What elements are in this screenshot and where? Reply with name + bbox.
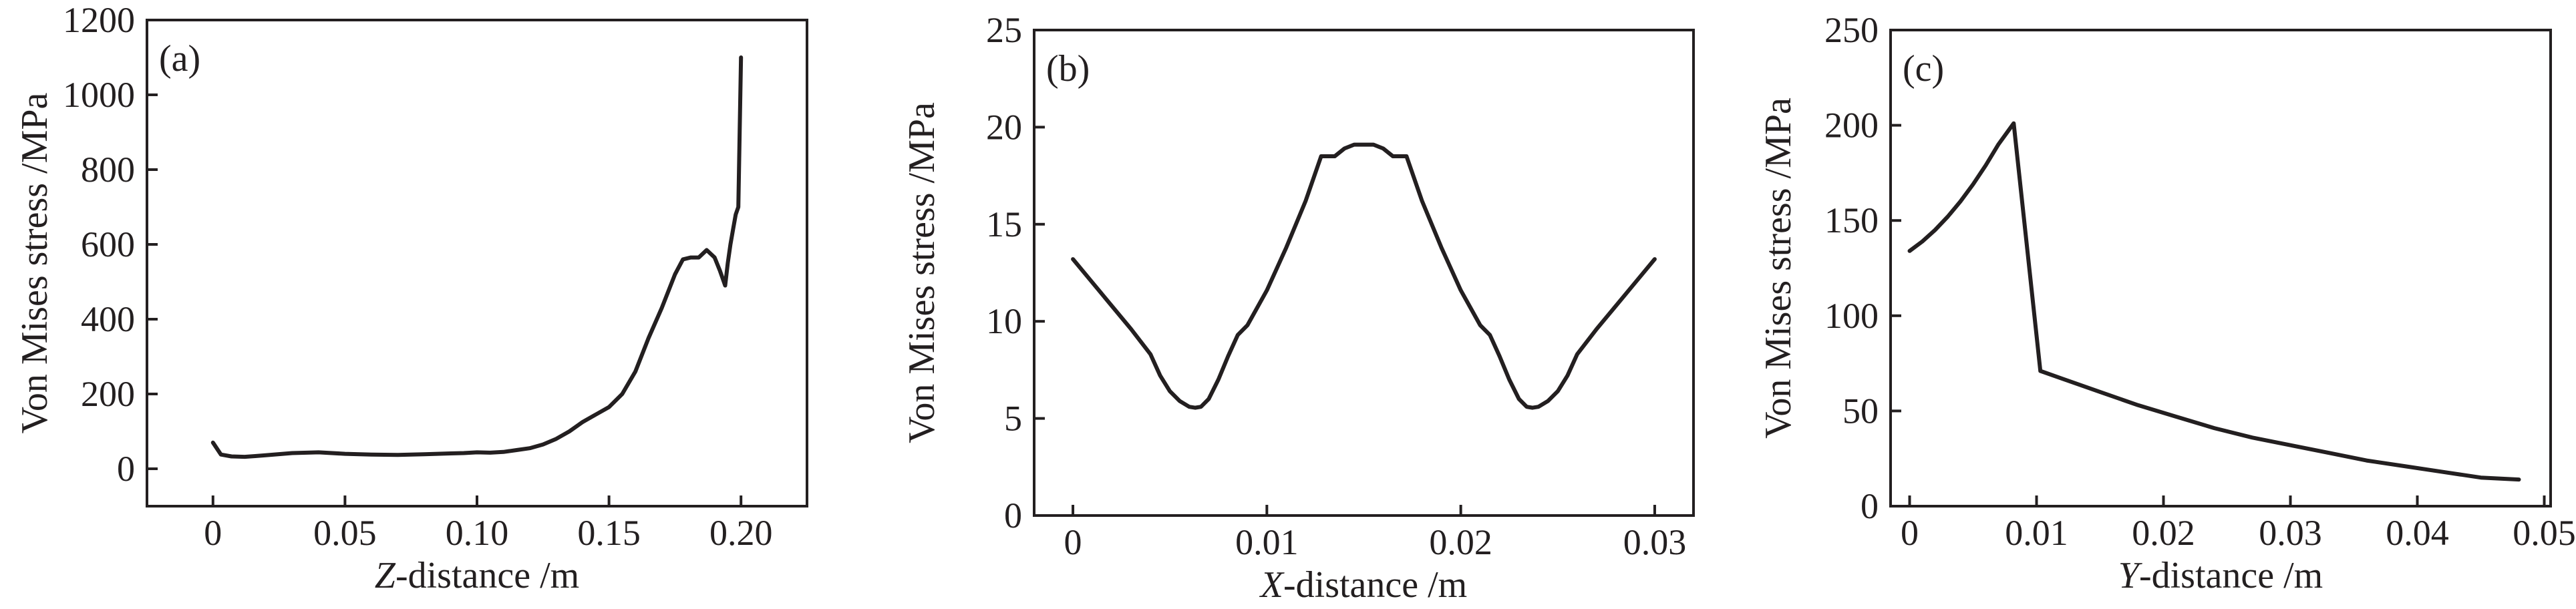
- y-tick-label: 0: [1861, 486, 1879, 526]
- y-tick-label: 20: [986, 107, 1022, 147]
- x-axis-label-text: -distance /m: [395, 555, 579, 596]
- y-tick-label: 150: [1824, 200, 1879, 240]
- y-tick-label: 10: [986, 301, 1022, 341]
- x-tick-label: 0: [204, 513, 222, 553]
- x-axis-label: Y-distance /m: [2118, 555, 2323, 596]
- plot-frame: [146, 19, 808, 508]
- series-line: [1907, 121, 2521, 482]
- y-tick-label: 1200: [63, 0, 135, 40]
- x-tick-label: 0.15: [577, 513, 641, 553]
- y-axis-label: Von Mises stress /MPa: [1758, 97, 1799, 439]
- y-tick-label: 0: [117, 449, 135, 489]
- x-tick-label: 0: [1901, 513, 1919, 553]
- y-axis-label: Von Mises stress /MPa: [901, 102, 943, 443]
- y-tick-label: 600: [81, 224, 135, 264]
- plot-frame: [1033, 29, 1695, 517]
- x-tick-label: 0.04: [2386, 513, 2449, 553]
- y-tick-label: 25: [986, 10, 1022, 50]
- y-tick-label: 15: [986, 204, 1022, 244]
- plot-frame: [1889, 29, 2552, 508]
- x-tick-label: 0.03: [1623, 522, 1687, 562]
- x-tick-label: 0.20: [709, 513, 773, 553]
- chart-panel-2: 0 0.01 0.02 0.03 0 5 10 15 20 25 (b) X-distance /m V…: [901, 10, 1695, 606]
- series-line: [210, 55, 744, 459]
- series-line: [1071, 142, 1657, 410]
- x-axis-label-variable: X: [1259, 564, 1285, 606]
- y-tick-label: 400: [81, 299, 135, 339]
- x-axis-label: X-distance /m: [1259, 564, 1467, 606]
- x-tick-label: 0.01: [1235, 522, 1299, 562]
- x-tick-label: 0.02: [2132, 513, 2195, 553]
- x-axis-label-text: -distance /m: [2139, 555, 2323, 596]
- x-tick-label: 0.10: [446, 513, 509, 553]
- panel-label: (b): [1046, 48, 1090, 89]
- y-tick-label: 0: [1004, 495, 1022, 536]
- x-tick-label: 0: [1064, 522, 1082, 562]
- y-tick-label: 50: [1842, 391, 1879, 431]
- x-tick-label: 0.03: [2259, 513, 2322, 553]
- x-tick-label: 0.02: [1429, 522, 1492, 562]
- panel-label: (a): [159, 38, 200, 79]
- y-tick-label: 250: [1824, 10, 1879, 50]
- y-axis-label: Von Mises stress /MPa: [14, 92, 55, 433]
- x-tick-label: 0.05: [2513, 513, 2576, 553]
- x-axis-label-variable: Y: [2118, 555, 2143, 596]
- y-tick-label: 5: [1004, 399, 1022, 439]
- x-tick-label: 0.05: [313, 513, 377, 553]
- y-tick-label: 200: [1824, 106, 1879, 146]
- x-axis-label-variable: Z: [375, 555, 396, 596]
- y-tick-label: 800: [81, 150, 135, 190]
- x-axis-label: Z-distance /m: [375, 555, 579, 596]
- chart-panel-1: 0 0.05 0.10 0.15 0.20 0 200 400 600 800 1000 1200 (a…: [14, 0, 808, 596]
- chart-panel-3: 0 0.01 0.02 0.03 0.04 0.05 0 50 100 150 200 250 (c) Y…: [1758, 10, 2576, 596]
- x-axis-label-text: -distance /m: [1283, 564, 1467, 606]
- y-tick-label: 200: [81, 374, 135, 414]
- x-tick-label: 0.01: [2005, 513, 2068, 553]
- y-tick-label: 1000: [63, 75, 135, 115]
- y-tick-label: 100: [1824, 296, 1879, 336]
- panel-label: (c): [1903, 48, 1944, 89]
